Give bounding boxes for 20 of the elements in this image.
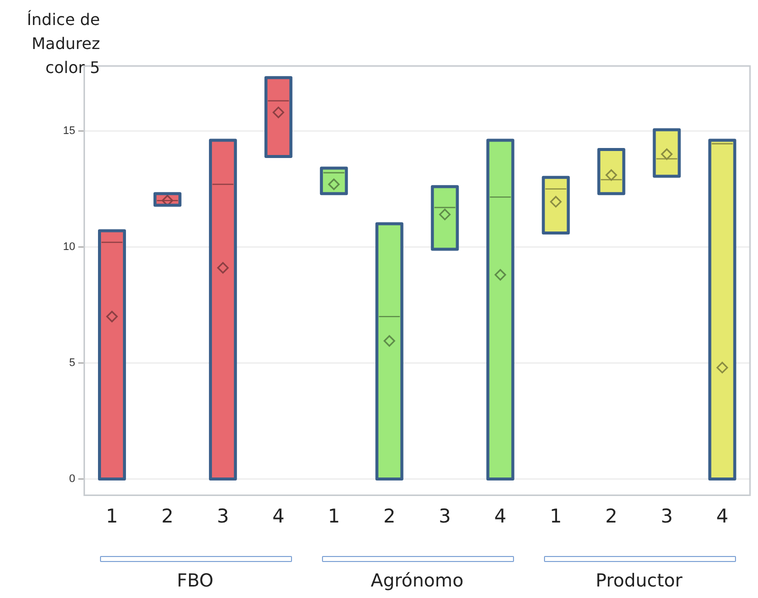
y-tick-label: 10 (62, 240, 76, 253)
x-tick-label: 4 (494, 506, 506, 528)
text: FBO (176, 570, 214, 592)
y-tick-label: 0 (69, 472, 76, 485)
x-tick-label: 1 (328, 506, 340, 528)
x-tick-label: 2 (161, 506, 174, 528)
x-tick-label: 1 (550, 506, 562, 528)
text: Productor (596, 570, 684, 592)
text: Agrónomo (370, 570, 464, 592)
x-tick-label: 1 (106, 506, 118, 528)
x-tick-label: 2 (383, 506, 396, 528)
x-tick-label: 4 (272, 506, 284, 528)
y-tick-label: 15 (62, 124, 76, 137)
x-tick-label: 3 (216, 506, 229, 528)
x-tick-label: 4 (716, 506, 728, 528)
y-axis-title: Índice de Madurez color 5 (26, 9, 100, 79)
x-tick-label: 3 (660, 506, 673, 528)
x-tick-label: 2 (605, 506, 618, 528)
y-tick-label: 5 (69, 356, 76, 369)
x-tick-label: 3 (438, 506, 451, 528)
